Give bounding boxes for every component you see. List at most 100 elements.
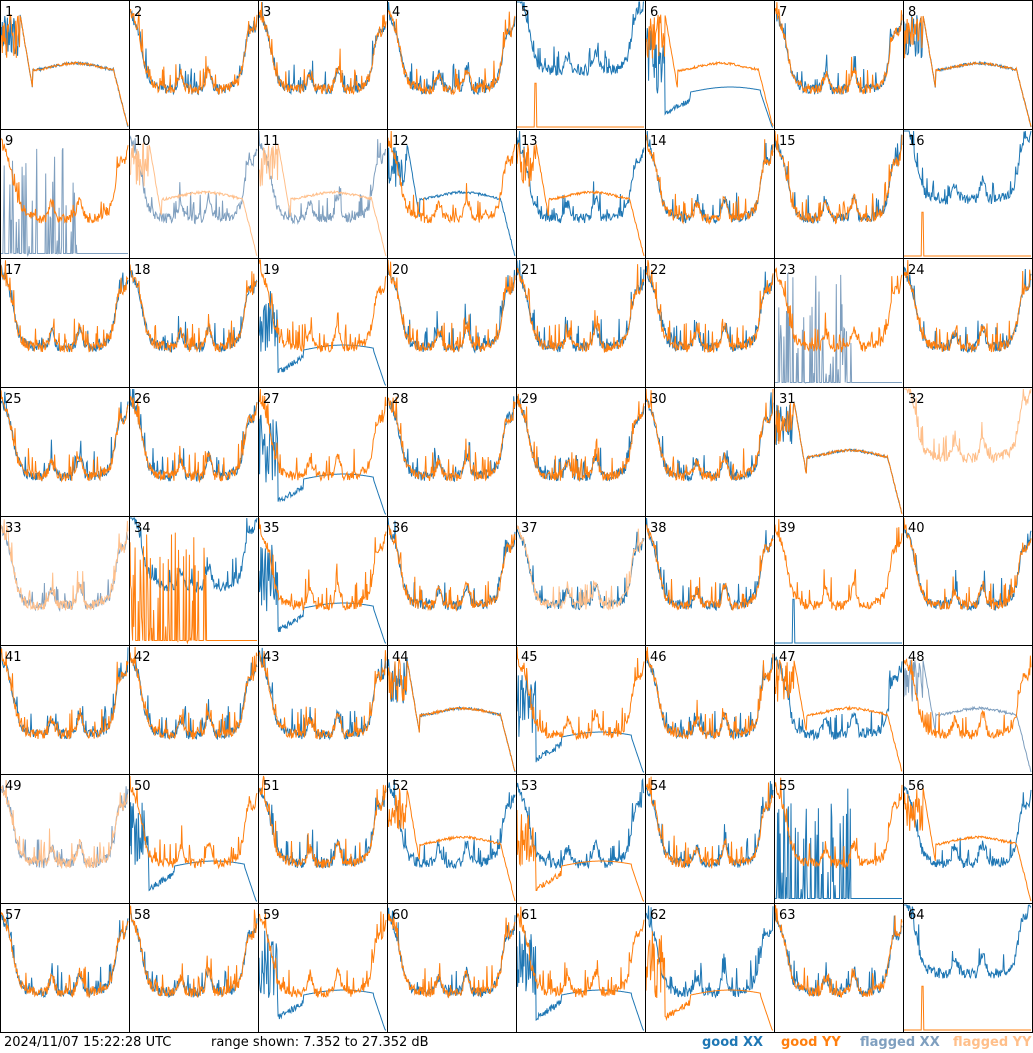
series-yy-panel-12: [387, 130, 516, 224]
panel-2: 2: [129, 5, 258, 96]
panel-37: 37: [516, 521, 645, 611]
panel-label: 56: [908, 779, 925, 794]
panel-25: 25: [0, 390, 129, 483]
panel-44: 44: [387, 650, 516, 773]
panel-label: 2: [134, 5, 142, 20]
panel-5: 5: [517, 1, 644, 128]
panel-51: 51: [258, 775, 387, 869]
series-yy-panel-1: [0, 13, 129, 127]
series-yy-panel-3: [258, 1, 387, 96]
series-xx-panel-24: [903, 266, 1032, 354]
panel-label: 5: [521, 5, 529, 20]
panel-59: 59: [258, 908, 387, 1031]
panel-label: 3: [263, 5, 271, 20]
panel-40: 40: [903, 517, 1032, 612]
panel-12: 12: [387, 130, 516, 257]
series-yy-panel-15: [774, 130, 903, 225]
panel-57: 57: [0, 908, 129, 999]
panel-21: 21: [516, 259, 645, 354]
series-yy-panel-51: [258, 775, 387, 869]
panel-22: 22: [645, 259, 774, 353]
panel-label: 9: [5, 134, 13, 149]
panel-7: 7: [774, 2, 903, 95]
panel-17: 17: [0, 260, 129, 353]
legend-good-yy: good YY: [781, 1035, 841, 1050]
panel-label: 58: [134, 908, 151, 923]
series-yy-panel-13: [516, 141, 645, 257]
panel-11: 11: [258, 130, 387, 257]
panel-36: 36: [387, 517, 516, 612]
panel-label: 59: [263, 908, 280, 923]
panel-18: 18: [129, 263, 258, 353]
panel-label: 7: [779, 5, 787, 20]
series-yy-panel-37: [516, 525, 645, 611]
panel-58: 58: [129, 905, 258, 999]
series-yy-panel-46: [645, 646, 774, 741]
panel-label: 64: [908, 908, 925, 923]
panel-35: 35: [258, 517, 387, 644]
panel-label: 34: [134, 521, 151, 536]
series-yy-panel-42: [129, 646, 258, 740]
series-yy-panel-47: [774, 659, 903, 772]
series-yy-panel-30: [645, 388, 774, 482]
panel-label: 23: [779, 263, 796, 278]
series-yy-panel-2: [129, 9, 258, 95]
panel-49: 49: [0, 779, 129, 869]
series-xx-panel-9: [1, 148, 128, 258]
panel-label: 32: [908, 392, 925, 407]
series-yy-panel-11: [258, 144, 387, 257]
panel-38: 38: [645, 517, 774, 612]
series-yy-panel-29: [516, 393, 645, 482]
series-yy-panel-55: [774, 777, 903, 870]
panel-27: 27: [258, 388, 387, 515]
series-yy-panel-54: [645, 776, 774, 869]
panel-1: 1: [0, 5, 129, 128]
panel-label: 15: [779, 134, 796, 149]
panel-label: 30: [650, 392, 667, 407]
panel-20: 20: [387, 259, 516, 354]
series-yy-panel-17: [0, 260, 129, 353]
series-yy-panel-57: [0, 912, 129, 999]
series-yy-panel-4: [387, 9, 516, 96]
series-yy-panel-63: [774, 904, 903, 998]
series-yy-panel-18: [129, 264, 258, 353]
panel-label: 45: [521, 650, 538, 665]
series-xx-panel-16: [904, 130, 1032, 205]
panel-32: 32: [904, 388, 1032, 464]
panel-label: 62: [650, 908, 667, 923]
panel-52: 52: [387, 779, 516, 902]
series-yy-panel-58: [129, 905, 258, 998]
panel-label: 46: [650, 650, 667, 665]
panel-label: 52: [392, 779, 409, 794]
series-yy-panel-34: [129, 532, 257, 645]
panel-label: 49: [5, 779, 22, 794]
panel-19: 19: [258, 259, 387, 386]
series-xx-panel-49: [0, 785, 129, 869]
panel-label: 61: [521, 908, 538, 923]
panel-13: 13: [516, 130, 645, 257]
panel-8: 8: [903, 5, 1032, 128]
series-yy-panel-64: [904, 985, 1031, 1031]
panel-16: 16: [904, 130, 1032, 257]
panel-label: 40: [908, 521, 925, 536]
series-yy-panel-21: [516, 264, 645, 354]
panel-label: 6: [650, 5, 658, 20]
series-yy-panel-10: [129, 142, 258, 257]
series-yy-panel-48: [903, 655, 1032, 740]
panel-47: 47: [774, 650, 903, 772]
series-yy-panel-41: [0, 648, 129, 740]
panel-label: 20: [392, 263, 409, 278]
panel-label: 53: [521, 779, 538, 794]
series-yy-panel-24: [903, 259, 1032, 353]
series-xx-panel-56: [903, 786, 1032, 869]
series-xx-panel-50: [129, 802, 257, 902]
panel-label: 51: [263, 779, 280, 794]
series-yy-panel-23: [774, 267, 903, 353]
panel-23: 23: [774, 263, 903, 384]
series-xx-panel-15: [774, 134, 903, 225]
panel-33: 33: [0, 519, 129, 613]
panel-label: 63: [779, 908, 796, 923]
series-xx-panel-10: [129, 135, 258, 225]
series-xx-panel-55: [775, 788, 902, 899]
series-xx-panel-27: [258, 414, 386, 515]
